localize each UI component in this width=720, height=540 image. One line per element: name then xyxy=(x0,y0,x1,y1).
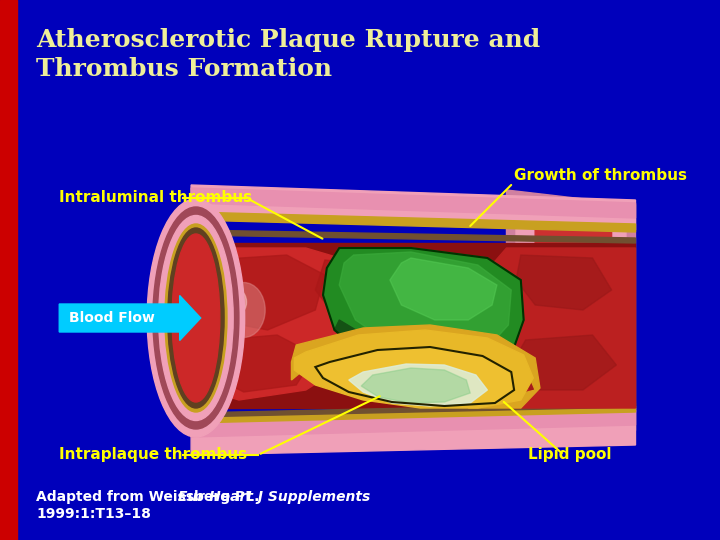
Ellipse shape xyxy=(147,199,245,437)
Ellipse shape xyxy=(153,207,239,429)
Polygon shape xyxy=(506,190,636,442)
Polygon shape xyxy=(191,410,636,437)
Polygon shape xyxy=(390,258,497,320)
Polygon shape xyxy=(191,408,636,455)
Ellipse shape xyxy=(167,229,225,407)
Text: Intraplaque thrombus: Intraplaque thrombus xyxy=(59,448,248,462)
Polygon shape xyxy=(191,185,636,230)
Polygon shape xyxy=(191,188,636,218)
Bar xyxy=(0,0,17,540)
Polygon shape xyxy=(315,347,514,406)
Ellipse shape xyxy=(158,217,233,419)
Polygon shape xyxy=(210,335,315,392)
FancyArrow shape xyxy=(59,295,201,341)
Text: Atherosclerotic Plaque Rupture and
Thrombus Formation: Atherosclerotic Plaque Rupture and Throm… xyxy=(36,28,541,81)
Text: Blood Flow: Blood Flow xyxy=(69,311,155,325)
Polygon shape xyxy=(516,198,626,434)
Polygon shape xyxy=(535,220,611,420)
Polygon shape xyxy=(191,230,636,243)
Text: Lipid pool: Lipid pool xyxy=(528,448,612,462)
Polygon shape xyxy=(315,260,392,320)
Polygon shape xyxy=(348,364,487,406)
Polygon shape xyxy=(191,406,636,423)
Polygon shape xyxy=(191,403,636,417)
Ellipse shape xyxy=(172,234,220,402)
Polygon shape xyxy=(191,243,636,408)
Polygon shape xyxy=(339,252,511,358)
Polygon shape xyxy=(292,325,540,408)
Polygon shape xyxy=(361,368,470,403)
Ellipse shape xyxy=(171,235,221,401)
Polygon shape xyxy=(487,248,636,408)
Polygon shape xyxy=(516,255,611,310)
Ellipse shape xyxy=(228,289,246,314)
Ellipse shape xyxy=(165,224,227,412)
Ellipse shape xyxy=(153,208,239,428)
Text: Intraluminal thrombus: Intraluminal thrombus xyxy=(59,191,253,206)
Text: Growth of thrombus: Growth of thrombus xyxy=(514,168,687,184)
Ellipse shape xyxy=(168,228,224,408)
Polygon shape xyxy=(335,320,511,378)
Polygon shape xyxy=(294,330,534,408)
Polygon shape xyxy=(205,255,325,330)
Ellipse shape xyxy=(222,282,265,338)
Text: Adapted from Weissberg PL.: Adapted from Weissberg PL. xyxy=(36,490,264,504)
Polygon shape xyxy=(511,335,616,390)
Polygon shape xyxy=(191,212,636,232)
Ellipse shape xyxy=(158,215,233,421)
Text: 1999:1:T13–18: 1999:1:T13–18 xyxy=(36,507,151,521)
Polygon shape xyxy=(323,248,523,378)
Text: Eur Heart J Supplements: Eur Heart J Supplements xyxy=(178,490,370,504)
Ellipse shape xyxy=(165,226,227,410)
Ellipse shape xyxy=(148,200,243,435)
Polygon shape xyxy=(205,248,382,400)
